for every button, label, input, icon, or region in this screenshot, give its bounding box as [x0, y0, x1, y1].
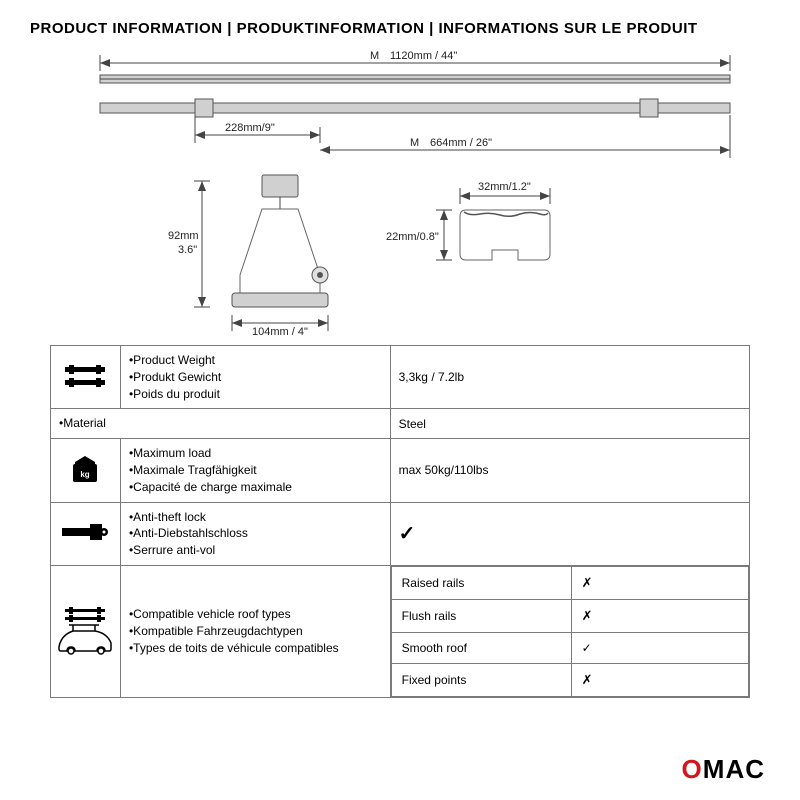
roof-fixed-label: Fixed points [391, 663, 571, 696]
offset-length-value: 228mm/9" [225, 122, 275, 134]
dimension-diagram: M 1120mm / 44" 228mm/9" M 664mm / 26" 92… [40, 45, 760, 335]
page-title: PRODUCT INFORMATION | PRODUKTINFORMATION… [30, 20, 770, 37]
antitheft-labels: •Anti-theft lock •Anti-Diebstahlschloss … [120, 502, 390, 565]
row-weight: •Product Weight •Produkt Gewicht •Poids … [51, 346, 750, 409]
row-maxload: kg •Maximum load •Maximale Tragfähigkeit… [51, 439, 750, 502]
roof-flush-label: Flush rails [391, 599, 571, 632]
compat-labels: •Compatible vehicle roof types •Kompatib… [120, 565, 390, 697]
material-value: Steel [390, 409, 749, 439]
weight-labels: •Product Weight •Produkt Gewicht •Poids … [120, 346, 390, 409]
svg-text:kg: kg [81, 470, 90, 479]
antitheft-icon [51, 502, 121, 565]
material-labels: •Material [51, 409, 391, 439]
roof-flush-val: ✗ [571, 599, 748, 632]
row-compat: •Compatible vehicle roof types •Kompatib… [51, 565, 750, 697]
compat-icon [51, 565, 121, 697]
foot-height-mm: 92mm [168, 230, 199, 242]
brand-logo: OMAC [682, 754, 765, 785]
profile-height-value: 22mm/0.8" [386, 231, 439, 243]
maxload-labels: •Maximum load •Maximale Tragfähigkeit •C… [120, 439, 390, 502]
roof-fixed-val: ✗ [571, 663, 748, 696]
spec-table: •Product Weight •Produkt Gewicht •Poids … [50, 345, 750, 698]
roof-raised-val: ✗ [571, 566, 748, 599]
antitheft-value: ✓ [390, 502, 749, 565]
foot-width-value: 104mm / 4" [252, 326, 308, 335]
profile-width-value: 32mm/1.2" [478, 181, 531, 193]
weight-icon [51, 346, 121, 409]
foot-height-in: 3.6" [178, 244, 197, 256]
inner-length-marker: M [410, 137, 419, 149]
overall-length-value: 1120mm / 44" [390, 50, 457, 62]
roof-smooth-val: ✓ [571, 632, 748, 663]
maxload-value: max 50kg/110lbs [390, 439, 749, 502]
roof-smooth-label: Smooth roof [391, 632, 571, 663]
roof-raised-label: Raised rails [391, 566, 571, 599]
overall-length-marker: M [370, 50, 379, 62]
row-material: •Material Steel [51, 409, 750, 439]
row-antitheft: •Anti-theft lock •Anti-Diebstahlschloss … [51, 502, 750, 565]
weight-value: 3,3kg / 7.2lb [390, 346, 749, 409]
maxload-icon: kg [51, 439, 121, 502]
compat-grid: Raised rails✗ Flush rails✗ Smooth roof✓ … [390, 565, 749, 697]
inner-length-value: 664mm / 26" [430, 137, 492, 149]
